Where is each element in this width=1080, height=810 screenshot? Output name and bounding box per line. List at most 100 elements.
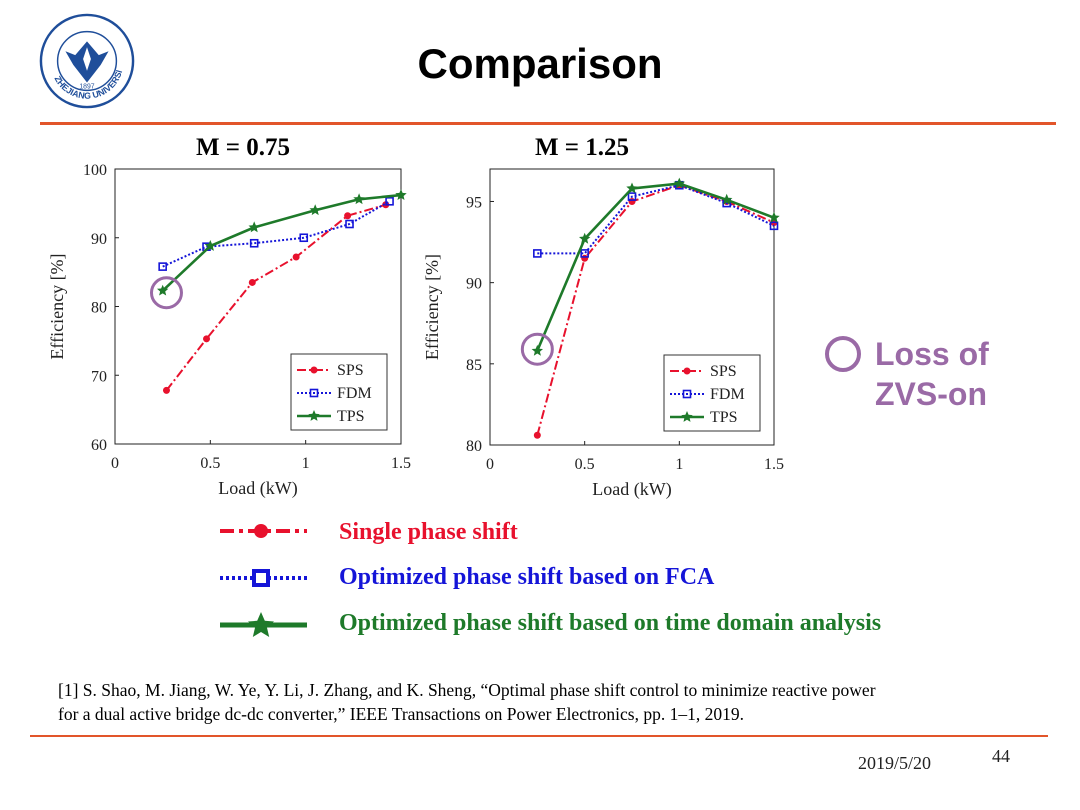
x-axis-label: Load (kW) xyxy=(218,478,297,499)
page-number: 44 xyxy=(992,746,1010,766)
y-axis-label: Efficiency [%] xyxy=(422,254,442,360)
legend-label-fdm: Optimized phase shift based on FCA xyxy=(339,564,715,590)
data-point-fdm xyxy=(249,238,259,248)
y-tick-label: 80 xyxy=(91,300,107,317)
data-point-sps xyxy=(162,386,170,394)
data-point-fdm xyxy=(627,192,637,201)
chart-title: M = 1.25 xyxy=(535,134,629,161)
data-point-tps xyxy=(768,211,780,223)
legend-symbol-sps xyxy=(220,524,307,538)
series-line-fdm xyxy=(537,184,775,255)
data-point-fdm xyxy=(345,219,354,229)
y-tick-label: 70 xyxy=(91,368,107,385)
legend-symbol-tps xyxy=(220,612,307,637)
legend-symbols xyxy=(220,524,307,637)
data-point-sps xyxy=(203,335,211,343)
legend-marker-sps xyxy=(683,367,691,375)
data-point-fdm xyxy=(299,233,309,243)
legend-label-sps: SPS xyxy=(337,362,364,379)
legend-label-tps: TPS xyxy=(337,408,365,425)
y-tick-label: 60 xyxy=(91,437,107,454)
series-fdm xyxy=(158,197,394,271)
legend-marker-tps xyxy=(681,411,693,422)
data-point-sps xyxy=(292,253,300,261)
x-tick-label: 0 xyxy=(486,456,494,473)
footer-divider xyxy=(30,735,1048,737)
data-point-fdm xyxy=(385,197,394,206)
data-point-tps xyxy=(579,232,591,244)
zvs-loss-marker-icon xyxy=(825,336,861,372)
reference-citation: [1] S. Shao, M. Jiang, W. Ye, Y. Li, J. … xyxy=(58,678,1058,726)
y-axis-label: Efficiency [%] xyxy=(47,253,67,359)
chart-1: 0 0.5 1 1.5 60 70 80 90 100 M = 0.75 Load (kW) Effi… xyxy=(47,134,411,499)
data-point-tps xyxy=(721,193,733,205)
university-logo: ZHEJIANG UNIVERSITY 1897 xyxy=(38,12,135,109)
y-tick-label: 100 xyxy=(83,162,107,179)
data-point-fdm xyxy=(580,249,589,258)
plot-frame xyxy=(489,168,775,446)
x-tick-label: 1.5 xyxy=(764,456,784,473)
legend-symbol-fdm xyxy=(220,569,307,587)
reference-line2: for a dual active bridge dc-dc converter… xyxy=(58,704,744,724)
zvs-annotation-line1: Loss of xyxy=(875,336,989,372)
y-tick-label: 80 xyxy=(466,438,482,455)
x-axis-label: Load (kW) xyxy=(592,479,671,500)
y-tick-label: 85 xyxy=(466,357,482,374)
x-tick-label: 0.5 xyxy=(575,456,595,473)
chart-2: 0 0.5 1 1.5 80 85 90 95 M = 1.25 Load (kW) Efficie… xyxy=(422,134,784,500)
data-point-tps xyxy=(531,344,543,356)
legend-label-tps: Optimized phase shift based on time doma… xyxy=(339,610,882,636)
legend-marker-fdm xyxy=(682,389,692,399)
series-line-fdm xyxy=(162,200,391,268)
slide-date: 2019/5/20 xyxy=(858,753,932,773)
series-line-sps xyxy=(536,184,775,436)
x-tick-label: 1 xyxy=(675,456,683,473)
data-point-fdm xyxy=(533,249,542,258)
data-point-tps xyxy=(395,189,407,200)
data-point-fdm xyxy=(769,221,779,231)
y-tick-label: 90 xyxy=(466,276,482,293)
y-tick-label: 95 xyxy=(466,194,482,211)
title-divider xyxy=(40,122,1056,125)
x-tick-label: 0.5 xyxy=(200,455,220,472)
data-point-tps xyxy=(204,240,216,251)
data-point-tps xyxy=(626,182,638,194)
reference-line1: [1] S. Shao, M. Jiang, W. Ye, Y. Li, J. … xyxy=(58,680,876,700)
chart-title: M = 0.75 xyxy=(196,134,290,161)
slide-title: Comparison xyxy=(417,40,663,87)
series-tps xyxy=(531,177,780,356)
series-line-sps xyxy=(165,203,386,392)
legend-label-sps: Single phase shift xyxy=(339,519,518,545)
series-tps xyxy=(157,189,407,296)
zvs-annotation-line2: ZVS-on xyxy=(875,376,987,412)
series-fdm xyxy=(533,180,779,258)
zvs-annotation: Loss of ZVS-on xyxy=(875,334,989,414)
zvs-loss-circle-icon xyxy=(520,332,554,366)
data-point-tps xyxy=(353,193,365,205)
legend-marker-sps xyxy=(310,366,318,374)
legend-marker-fdm xyxy=(309,388,319,398)
legend-label-fdm: FDM xyxy=(710,386,745,403)
x-tick-label: 1 xyxy=(302,455,310,472)
data-point-sps xyxy=(248,278,256,286)
logo-year: 1897 xyxy=(79,83,94,90)
data-point-sps xyxy=(344,212,352,220)
legend-label-tps: TPS xyxy=(710,409,738,426)
series-line-tps xyxy=(161,193,402,292)
legend-marker-tps xyxy=(308,410,320,421)
series-line-tps xyxy=(536,182,775,352)
zvs-loss-circle-icon xyxy=(149,276,183,310)
data-point-fdm xyxy=(158,262,167,271)
data-point-sps xyxy=(533,431,541,439)
data-point-tps xyxy=(309,204,321,216)
data-point-tps xyxy=(248,221,260,233)
legend-label-sps: SPS xyxy=(710,363,737,380)
data-point-tps xyxy=(157,284,169,296)
x-tick-label: 0 xyxy=(111,455,119,472)
data-point-sps xyxy=(581,254,589,262)
legend-label-fdm: FDM xyxy=(337,385,372,402)
y-tick-label: 90 xyxy=(91,231,107,248)
data-point-tps xyxy=(673,177,685,189)
x-tick-label: 1.5 xyxy=(391,455,411,472)
